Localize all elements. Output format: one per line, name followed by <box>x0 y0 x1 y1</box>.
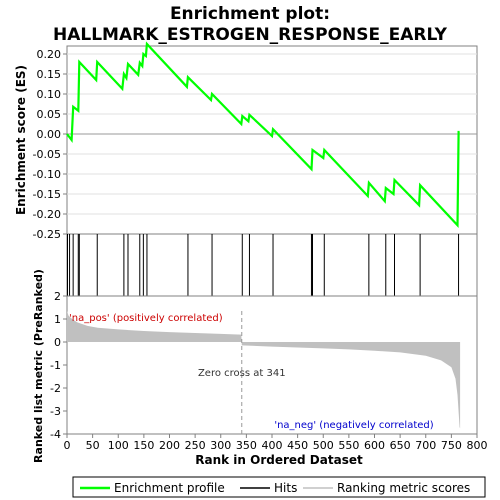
x-tick-label: 200 <box>159 439 180 452</box>
metric-y-tick-label: 2 <box>54 290 61 303</box>
es-y-tick-label: 0.10 <box>37 88 62 101</box>
x-tick-label: 300 <box>210 439 231 452</box>
es-y-tick-label: -0.05 <box>33 148 61 161</box>
es-y-tick-label: -0.15 <box>33 188 61 201</box>
x-tick-label: 50 <box>86 439 100 452</box>
metric-y-tick-label: -4 <box>50 428 61 441</box>
es-y-tick-label: -0.10 <box>33 168 61 181</box>
legend-box <box>72 476 486 498</box>
x-tick-label: 400 <box>262 439 283 452</box>
x-tick-label: 500 <box>313 439 334 452</box>
metric-y-tick-label: -3 <box>50 405 61 418</box>
x-tick-label: 100 <box>108 439 129 452</box>
x-tick-label: 150 <box>133 439 154 452</box>
chart-title-line-1: Enrichment plot: <box>170 4 330 24</box>
x-axis-label: Rank in Ordered Dataset <box>195 453 363 467</box>
metric-y-axis-label: Ranked list metric (PreRanked) <box>32 269 45 463</box>
metric-y-tick-label: 0 <box>54 336 61 349</box>
legend-label-enrichment: Enrichment profile <box>114 481 225 495</box>
es-y-tick-label: 0.20 <box>37 48 62 61</box>
x-tick-label: 800 <box>467 439 488 452</box>
es-y-tick-label: 0.15 <box>37 68 62 81</box>
es-y-tick-label: -0.20 <box>33 208 61 221</box>
es-y-tick-label: 0.05 <box>37 108 62 121</box>
legend-label-ranking: Ranking metric scores <box>337 481 470 495</box>
hits-plot-area <box>66 233 478 297</box>
x-tick-label: 350 <box>236 439 257 452</box>
metric-y-tick-label: -1 <box>50 359 61 372</box>
x-tick-label: 600 <box>364 439 385 452</box>
legend-label-hits: Hits <box>274 481 297 495</box>
positive-correlation-label: 'na_pos' (positively correlated) <box>69 313 223 324</box>
x-tick-label: 450 <box>287 439 308 452</box>
x-tick-label: 550 <box>338 439 359 452</box>
x-tick-label: 750 <box>441 439 462 452</box>
es-panel: 0.20 0.15 0.10 0.05 0.00 -0.05 -0.10 -0.15 -0.20… <box>33 41 478 241</box>
enrichment-profile-line <box>66 41 460 228</box>
metric-y-tick-label: -2 <box>50 382 61 395</box>
x-tick-label: 250 <box>185 439 206 452</box>
legend: Enrichment profile Hits Ranking metric s… <box>72 476 486 498</box>
metric-y-tick-label: 1 <box>54 313 61 326</box>
x-tick-label: 650 <box>390 439 411 452</box>
es-plot-area <box>66 45 478 235</box>
es-y-tick-label: -0.25 <box>33 228 61 241</box>
zero-cross-label: Zero cross at 341 <box>198 368 286 379</box>
ranking-metric-area <box>67 310 461 429</box>
hits-panel <box>66 233 478 297</box>
x-tick-label: 0 <box>64 439 71 452</box>
es-y-axis-label: Enrichment score (ES) <box>14 65 28 215</box>
negative-correlation-label: 'na_neg' (negatively correlated) <box>274 420 433 431</box>
x-tick-label: 700 <box>415 439 436 452</box>
chart-title-line-2: HALLMARK_ESTROGEN_RESPONSE_EARLY <box>53 25 448 45</box>
metric-panel: 'na_pos' (positively correlated) Zero cr… <box>50 290 487 452</box>
es-y-tick-label: 0.00 <box>37 128 62 141</box>
